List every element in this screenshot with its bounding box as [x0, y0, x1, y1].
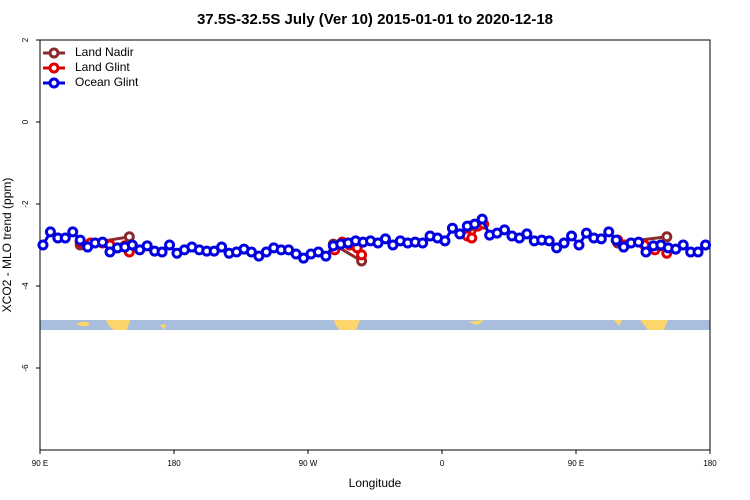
point — [610, 234, 622, 246]
point — [566, 230, 578, 242]
y-tick-label: -2 — [21, 200, 30, 208]
point — [446, 222, 458, 234]
point — [640, 246, 652, 258]
point — [700, 239, 712, 251]
point — [573, 239, 585, 251]
legend-swatch — [48, 62, 60, 74]
y-tick-label: 0 — [21, 119, 30, 124]
legend-swatch — [48, 47, 60, 59]
point — [558, 237, 570, 249]
x-tick-label: 90 E — [568, 459, 584, 468]
legend-label: Land Glint — [75, 60, 130, 74]
y-tick-label: -4 — [21, 282, 30, 290]
point — [59, 232, 71, 244]
point — [356, 249, 368, 261]
point — [580, 227, 592, 239]
point — [320, 250, 332, 262]
point — [677, 239, 689, 251]
x-axis-label: Longitude — [349, 476, 402, 490]
point — [661, 231, 673, 243]
legend-label: Land Nadir — [75, 45, 134, 59]
x-tick-label: 0 — [440, 459, 445, 468]
point — [454, 228, 466, 240]
point — [551, 242, 563, 254]
chart-title: 37.5S-32.5S July (Ver 10) 2015-01-01 to … — [197, 11, 553, 28]
point — [466, 232, 478, 244]
point — [156, 246, 168, 258]
x-tick-label: 90 W — [299, 459, 318, 468]
point — [469, 218, 481, 230]
point — [164, 239, 176, 251]
point — [521, 228, 533, 240]
x-tick-label: 180 — [703, 459, 717, 468]
x-tick-label: 90 E — [32, 459, 48, 468]
y-tick-label: 2 — [21, 37, 30, 42]
point — [67, 226, 79, 238]
point — [692, 246, 704, 258]
y-axis-label: XCO2 - MLO trend (ppm) — [0, 178, 14, 313]
point — [141, 240, 153, 252]
x-tick-label: 180 — [167, 459, 181, 468]
legend-swatch — [48, 77, 60, 89]
point — [216, 241, 228, 253]
point — [476, 213, 488, 225]
point — [37, 239, 49, 251]
y-tick-label: -6 — [21, 364, 30, 372]
point — [543, 235, 555, 247]
point — [74, 234, 86, 246]
point — [633, 236, 645, 248]
point — [379, 233, 391, 245]
map-strip — [40, 320, 710, 330]
point — [595, 233, 607, 245]
point — [603, 226, 615, 238]
point — [97, 236, 109, 248]
point — [417, 237, 429, 249]
point — [499, 224, 511, 236]
legend-label: Ocean Glint — [75, 75, 139, 89]
point — [126, 239, 138, 251]
point — [439, 235, 451, 247]
point — [44, 226, 56, 238]
